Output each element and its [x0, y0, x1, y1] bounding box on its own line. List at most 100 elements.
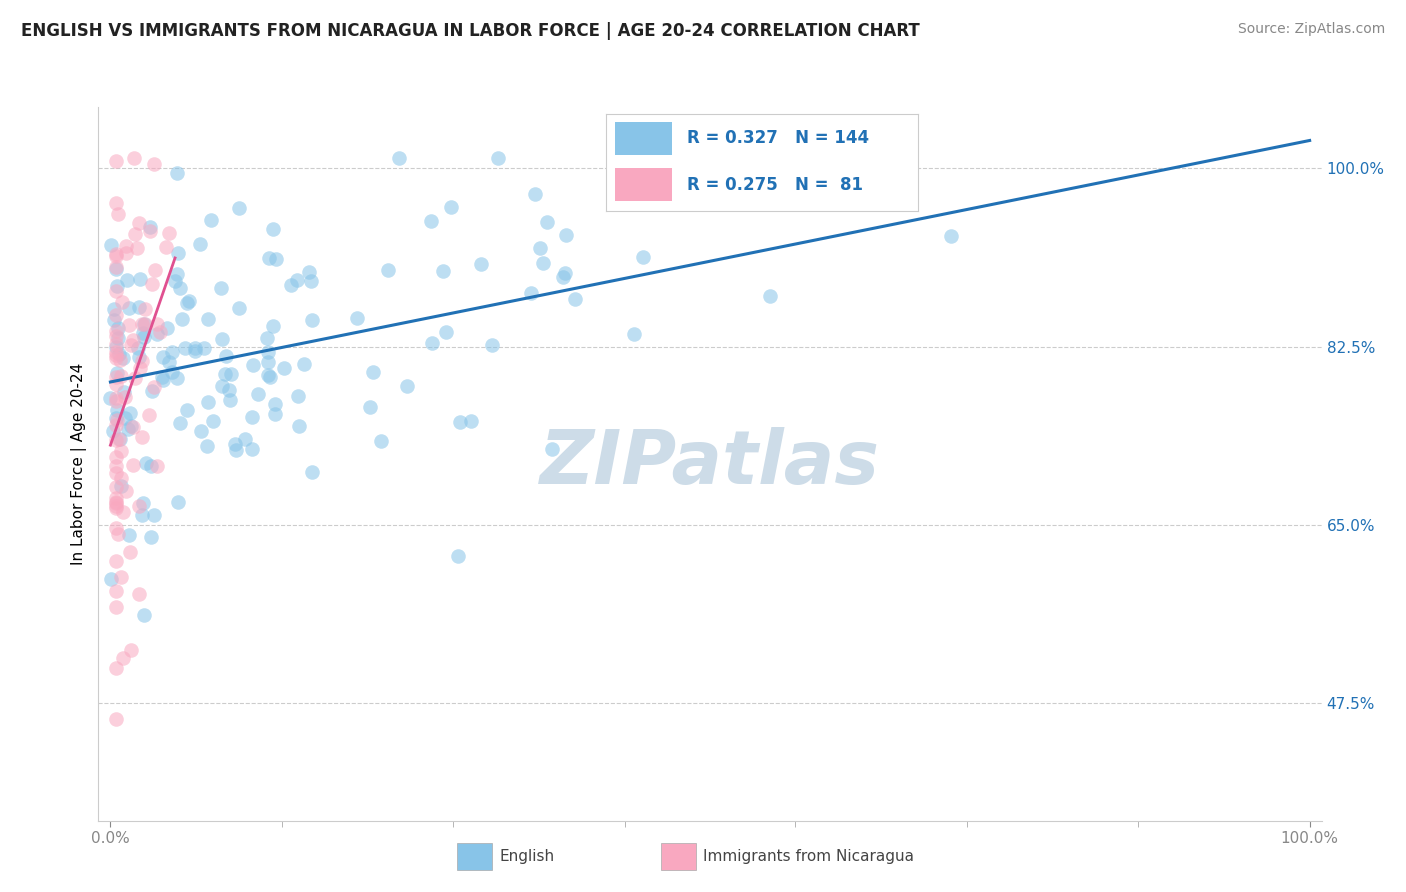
Point — [184, 341, 207, 355]
Point — [141, 277, 163, 291]
Point — [541, 442, 564, 457]
Point — [120, 642, 142, 657]
Point — [520, 286, 543, 301]
Text: Source: ZipAtlas.com: Source: ZipAtlas.com — [1237, 22, 1385, 37]
Point — [105, 495, 128, 509]
Point — [118, 301, 141, 315]
Point — [118, 318, 141, 333]
Point — [166, 495, 188, 509]
Point — [124, 371, 146, 385]
Point — [143, 508, 166, 523]
Point — [346, 310, 368, 325]
Point — [105, 370, 128, 384]
Point — [105, 153, 128, 168]
Point — [105, 418, 128, 433]
Point — [259, 370, 281, 384]
Point — [105, 340, 128, 354]
Point — [434, 326, 457, 340]
Point — [224, 437, 246, 451]
Point — [160, 344, 183, 359]
Point — [152, 350, 174, 364]
Point — [446, 549, 468, 563]
Point — [128, 360, 150, 375]
Point — [470, 257, 492, 271]
Point — [105, 324, 128, 338]
Point — [177, 293, 200, 308]
Point — [128, 500, 150, 514]
Point — [120, 418, 142, 433]
Point — [122, 333, 145, 347]
Point — [359, 400, 381, 414]
Point — [396, 379, 419, 393]
Point — [939, 228, 962, 243]
Point — [420, 336, 443, 351]
Point — [246, 387, 269, 401]
Point — [105, 496, 128, 510]
Point — [263, 407, 285, 421]
Point — [114, 390, 136, 404]
Point — [105, 195, 128, 210]
Point — [529, 241, 551, 255]
Point — [420, 214, 443, 228]
Point — [114, 411, 136, 425]
Point — [536, 215, 558, 229]
Point — [554, 266, 576, 280]
Point — [131, 496, 153, 510]
Point — [146, 326, 169, 341]
Point — [228, 201, 250, 215]
Point — [105, 285, 128, 299]
Point — [131, 430, 153, 444]
Point — [554, 227, 576, 242]
Point — [170, 311, 193, 326]
Point — [156, 320, 179, 334]
Point — [105, 491, 128, 506]
Point — [110, 369, 132, 384]
Point — [107, 207, 129, 221]
Point — [139, 224, 162, 238]
Point — [219, 368, 242, 382]
Point — [105, 376, 128, 391]
Point — [138, 408, 160, 422]
Point — [298, 265, 321, 279]
Point — [105, 501, 128, 516]
Point — [122, 458, 145, 472]
Point — [118, 528, 141, 542]
Point — [115, 246, 138, 260]
Point — [257, 355, 280, 369]
Point — [112, 650, 135, 665]
Point — [105, 458, 128, 473]
Text: ENGLISH VS IMMIGRANTS FROM NICARAGUA IN LABOR FORCE | AGE 20-24 CORRELATION CHAR: ENGLISH VS IMMIGRANTS FROM NICARAGUA IN … — [21, 22, 920, 40]
Point — [124, 227, 146, 241]
Point — [228, 301, 250, 315]
Point — [112, 505, 135, 519]
Point — [285, 273, 308, 287]
Point — [105, 329, 128, 343]
Point — [758, 289, 780, 303]
Point — [105, 712, 128, 726]
Point — [105, 391, 128, 405]
Point — [118, 545, 141, 559]
Point — [288, 418, 311, 433]
Point — [176, 403, 198, 417]
Point — [120, 338, 142, 352]
Point — [110, 479, 132, 493]
Point — [157, 226, 180, 240]
Point — [118, 407, 141, 421]
Point — [160, 365, 183, 379]
Point — [623, 327, 645, 342]
Point — [449, 415, 471, 429]
Point — [122, 151, 145, 165]
Point — [105, 260, 128, 274]
Point — [105, 348, 128, 362]
Point — [105, 450, 128, 464]
Point — [107, 527, 129, 541]
Point — [240, 409, 263, 424]
Point — [143, 263, 166, 277]
Text: English: English — [499, 849, 554, 863]
Point — [219, 393, 242, 408]
Point — [197, 395, 219, 409]
Point — [103, 302, 125, 317]
Point — [128, 350, 150, 364]
Point — [129, 272, 152, 286]
Point — [150, 370, 173, 384]
